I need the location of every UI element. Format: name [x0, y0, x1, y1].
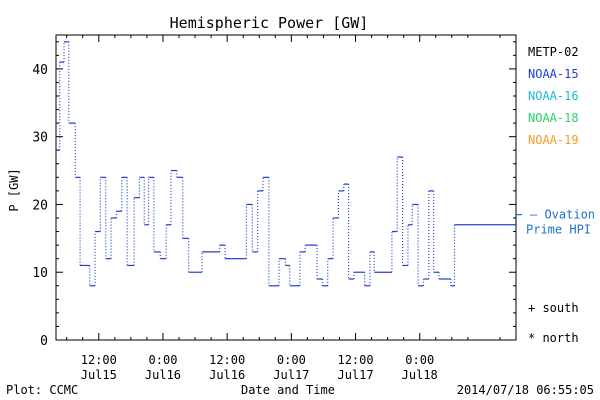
- x-tick-date-label: Jul18: [402, 368, 438, 382]
- x-tick-date-label: Jul16: [209, 368, 245, 382]
- y-tick-label: 40: [32, 63, 48, 78]
- footer-credit: Plot: CCMC: [6, 383, 78, 397]
- x-tick-time-label: 0:00: [149, 353, 178, 367]
- x-tick-time-label: 12:00: [81, 353, 117, 367]
- x-tick-date-label: Jul17: [273, 368, 309, 382]
- x-tick-date-label: Jul17: [337, 368, 373, 382]
- x-tick-date-label: Jul15: [81, 368, 117, 382]
- y-tick-label: 30: [32, 131, 48, 146]
- legend-entry: NOAA-15: [528, 67, 579, 81]
- y-tick-label: 0: [40, 334, 48, 349]
- y-axis-label: P [GW]: [7, 168, 21, 211]
- legend: METP-02 NOAA-15 NOAA-16 NOAA-18 NOAA-19: [528, 45, 579, 147]
- footer-timestamp: 2014/07/18 06:55:05: [457, 383, 594, 397]
- legend-entry: NOAA-18: [528, 111, 579, 125]
- x-tick-time-label: 0:00: [405, 353, 434, 367]
- x-tick-time-label: 0:00: [277, 353, 306, 367]
- y-axis-ticks: 0 10 20 30 40: [32, 41, 516, 349]
- y-tick-label: 10: [32, 266, 48, 281]
- x-tick-time-label: 12:00: [337, 353, 373, 367]
- legend-entry: METP-02: [528, 45, 579, 59]
- chart-title: Hemispheric Power [GW]: [170, 14, 369, 32]
- ovation-legend-line2: Prime HPI: [526, 223, 591, 237]
- ovation-legend-line1: — Ovation: [530, 208, 595, 222]
- plot-frame: [55, 34, 517, 341]
- x-tick-time-label: 12:00: [209, 353, 245, 367]
- y-tick-label: 20: [32, 198, 48, 213]
- legend-entry: NOAA-16: [528, 89, 579, 103]
- legend-entry: NOAA-19: [528, 133, 579, 147]
- plot-axes: [55, 34, 517, 341]
- south-marker-label: + south: [528, 301, 579, 315]
- series-group: [56, 41, 522, 287]
- x-axis-label: Date and Time: [241, 383, 335, 397]
- x-tick-date-label: Jul16: [145, 368, 181, 382]
- x-axis-ticks: 12:00Jul150:00Jul1612:00Jul160:00Jul1712…: [66, 35, 501, 382]
- north-marker-label: * north: [528, 331, 579, 345]
